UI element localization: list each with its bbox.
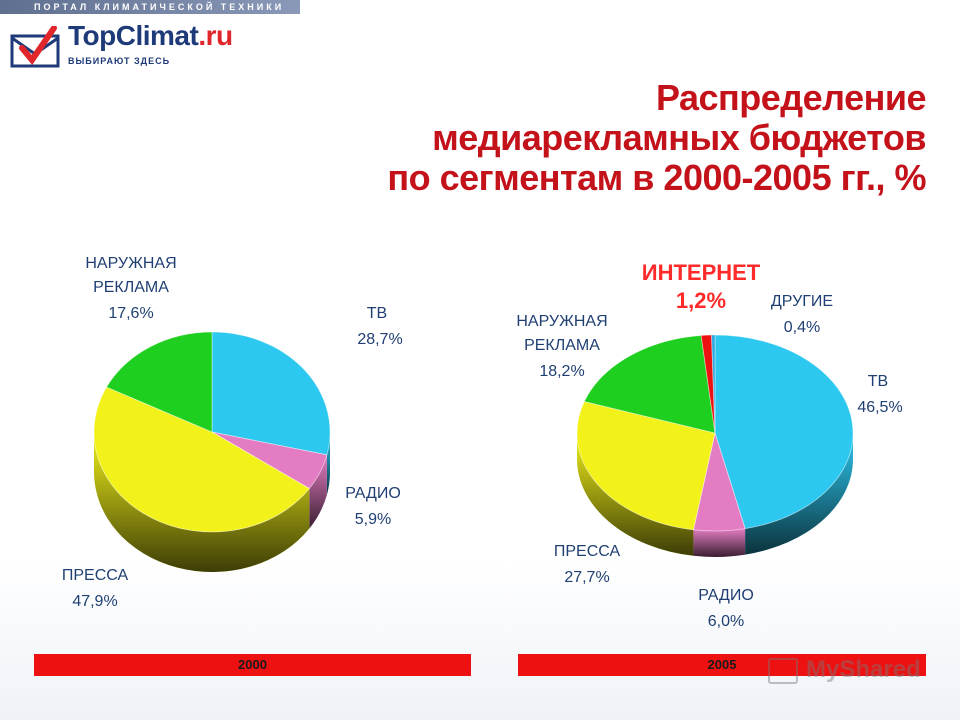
label-2000-radio: РАДИО: [345, 485, 401, 502]
watermark-text: MyShared: [806, 656, 921, 683]
label-2005-outdoor-2: РЕКЛАМА: [524, 337, 600, 354]
year-bar-2000: 2000: [34, 654, 471, 676]
value-2000-tv: 28,7%: [357, 331, 402, 348]
pie-side-shade-tv: [745, 433, 853, 555]
label-2000-outdoor-2: РЕКЛАМА: [93, 279, 169, 296]
label-2005-internet: ИНТЕРНЕТ: [642, 260, 761, 285]
label-2005-outdoor-1: НАРУЖНАЯ: [516, 313, 607, 330]
watermark-icon: [768, 658, 798, 684]
pie-slice-outdoor[interactable]: [106, 331, 213, 433]
label-2005-tv: ТВ: [868, 373, 888, 390]
title-line-2: медиарекламных бюджетов: [432, 117, 926, 158]
pie-2005: [576, 334, 854, 557]
envelope-check-icon: [10, 26, 60, 68]
pie-slice-tv[interactable]: [211, 331, 331, 456]
value-2005-press: 27,7%: [564, 569, 609, 586]
pie-side-shade-radio: [309, 454, 327, 529]
label-2005-press: ПРЕССА: [554, 543, 621, 560]
logo-suffix: .ru: [198, 20, 233, 51]
pie-slice-other[interactable]: [711, 334, 716, 434]
site-logo[interactable]: [8, 22, 268, 72]
label-2000-outdoor-1: НАРУЖНАЯ: [85, 255, 176, 272]
page-title: Распределение медиарекламных бюджетов по…: [226, 78, 926, 198]
logo-tagline: ВЫБИРАЮТ ЗДЕСЬ: [68, 56, 171, 66]
value-2000-radio: 5,9%: [355, 511, 391, 528]
label-2000-press: ПРЕССА: [62, 567, 129, 584]
pie-side-shade-radio: [693, 528, 746, 557]
pie-side-shade-press: [577, 433, 694, 556]
pie-2000: [93, 331, 331, 572]
value-2000-outdoor: 17,6%: [108, 305, 153, 322]
pie-slice-tv[interactable]: [714, 334, 854, 530]
label-2005-radio: РАДИО: [698, 587, 754, 604]
value-2005-radio: 6,0%: [708, 613, 744, 630]
portal-banner: ПОРТАЛ КЛИМАТИЧЕСКОЙ ТЕХНИКИ: [0, 0, 300, 14]
logo-wordmark: TopClimat.ru: [68, 20, 233, 52]
pie-side-shade-tv: [326, 432, 330, 495]
value-2005-outdoor: 18,2%: [539, 363, 584, 380]
value-2000-press: 47,9%: [72, 593, 117, 610]
label-2000-tv: ТВ: [367, 305, 387, 322]
logo-main: TopClimat: [68, 20, 199, 51]
label-2005-other: ДРУГИЕ: [771, 293, 833, 310]
value-2005-internet: 1,2%: [676, 288, 726, 313]
year-bar-2005: 2005: [518, 654, 926, 676]
value-2005-other: 0,4%: [784, 319, 820, 336]
pie-slice-press[interactable]: [576, 401, 716, 531]
pie-slice-press[interactable]: [93, 386, 310, 533]
title-line-3: по сегментам в 2000-2005 гг., %: [387, 157, 926, 198]
pie-side-shade-press: [94, 432, 310, 572]
title-line-1: Распределение: [655, 77, 927, 118]
pie-slice-outdoor[interactable]: [583, 335, 716, 434]
value-2005-tv: 46,5%: [857, 399, 902, 416]
